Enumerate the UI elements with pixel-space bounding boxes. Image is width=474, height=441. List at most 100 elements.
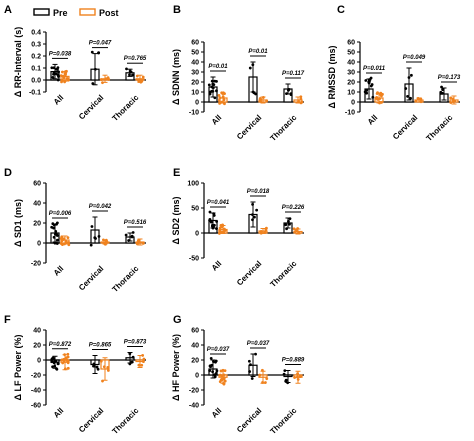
data-point bbox=[53, 241, 57, 245]
data-point bbox=[409, 96, 412, 100]
data-point bbox=[414, 99, 418, 103]
data-point bbox=[66, 352, 70, 356]
category-label: Cervical bbox=[235, 406, 263, 434]
panels: A -0.1 0.0 0.1 0.2 0.3 0.4 Δ RR-Interval (s) P=0… bbox=[4, 4, 461, 436]
category-label: All bbox=[366, 113, 380, 127]
p-value-label: P=0.889 bbox=[282, 358, 305, 364]
data-point bbox=[213, 96, 217, 100]
data-point bbox=[66, 361, 70, 365]
data-point bbox=[439, 91, 443, 95]
data-point bbox=[419, 97, 423, 101]
data-point bbox=[292, 227, 296, 231]
data-point bbox=[137, 79, 140, 83]
panel-letter: A bbox=[4, 4, 12, 16]
data-point bbox=[371, 95, 375, 99]
p-value-label: P=0.011 bbox=[363, 66, 386, 72]
data-point bbox=[287, 87, 291, 91]
data-point bbox=[141, 354, 145, 357]
data-point bbox=[127, 239, 131, 242]
data-point bbox=[210, 85, 214, 89]
panel-letter: D bbox=[4, 167, 12, 179]
data-point bbox=[91, 82, 95, 85]
data-point bbox=[56, 78, 60, 82]
data-point bbox=[63, 367, 67, 371]
data-point bbox=[140, 79, 144, 83]
category-label: Cervical bbox=[235, 259, 263, 287]
category-label: Thoracic bbox=[268, 259, 298, 289]
y-tick-label: 60 bbox=[347, 40, 355, 47]
data-point bbox=[56, 362, 60, 366]
p-value-label: P=0.765 bbox=[124, 56, 147, 62]
data-point bbox=[208, 92, 212, 96]
data-point bbox=[62, 237, 66, 241]
data-point bbox=[218, 229, 222, 233]
data-point bbox=[282, 372, 286, 376]
data-point bbox=[217, 232, 221, 235]
data-point bbox=[259, 99, 262, 103]
data-point bbox=[51, 356, 55, 360]
y-axis-label: Δ RMSSD (ms) bbox=[327, 46, 337, 109]
y-tick-label: 40 bbox=[347, 60, 355, 67]
data-point bbox=[106, 76, 110, 80]
category-label: Thoracic bbox=[110, 264, 140, 294]
p-value-label: P=0.041 bbox=[207, 200, 230, 206]
data-point bbox=[129, 360, 133, 364]
data-point bbox=[285, 227, 288, 231]
legend-label-pre: Pre bbox=[53, 8, 68, 18]
data-point bbox=[255, 208, 259, 212]
data-point bbox=[451, 100, 455, 103]
data-point bbox=[142, 360, 145, 363]
y-tick-label: 40 bbox=[191, 60, 199, 67]
y-tick-label: -20 bbox=[31, 373, 41, 380]
data-point bbox=[136, 241, 140, 245]
category-label: Thoracic bbox=[268, 113, 298, 143]
p-value-label: P=0.01 bbox=[208, 64, 228, 70]
data-point bbox=[380, 94, 383, 98]
data-point bbox=[101, 81, 104, 85]
data-point bbox=[52, 66, 56, 70]
data-point bbox=[251, 90, 255, 94]
data-point bbox=[251, 63, 255, 67]
data-point bbox=[128, 73, 131, 77]
y-tick-label: -0.1 bbox=[29, 90, 41, 97]
panel-g: G -40 -20 0 20 40 60 Δ HF Power (%) P=0.037 All P=… bbox=[171, 314, 305, 436]
data-point bbox=[67, 243, 71, 247]
y-tick-label: 10 bbox=[347, 90, 355, 97]
data-point bbox=[223, 102, 226, 106]
data-point bbox=[296, 227, 300, 230]
data-point bbox=[56, 73, 60, 77]
data-point bbox=[128, 69, 132, 73]
data-point bbox=[128, 352, 132, 356]
y-tick-label: -20 bbox=[31, 261, 41, 268]
data-point bbox=[215, 89, 218, 93]
data-point bbox=[55, 242, 59, 245]
y-tick-label: 40 bbox=[191, 343, 199, 350]
y-tick-label: 50 bbox=[347, 50, 355, 57]
data-point bbox=[449, 101, 453, 104]
data-point bbox=[288, 222, 291, 226]
y-tick-label: -10 bbox=[189, 110, 199, 117]
data-point bbox=[101, 379, 104, 383]
legend-label-post: Post bbox=[99, 8, 119, 18]
data-point bbox=[298, 375, 302, 378]
data-point bbox=[55, 238, 59, 242]
y-tick-label: 0.4 bbox=[31, 30, 41, 37]
data-point bbox=[95, 365, 99, 369]
data-point bbox=[56, 68, 59, 71]
panel-letter: B bbox=[173, 4, 181, 16]
y-tick-label: 60 bbox=[33, 181, 41, 188]
y-axis-label: Δ LF Power (%) bbox=[13, 335, 23, 401]
data-point bbox=[376, 98, 379, 101]
data-point bbox=[97, 51, 100, 55]
data-point bbox=[62, 76, 65, 80]
data-point bbox=[218, 101, 222, 105]
y-tick-label: 10 bbox=[191, 90, 199, 97]
data-point bbox=[299, 95, 303, 99]
data-point bbox=[222, 373, 226, 377]
data-point bbox=[265, 377, 269, 381]
data-point bbox=[283, 369, 287, 373]
data-point bbox=[406, 95, 409, 98]
data-point bbox=[141, 241, 145, 245]
data-point bbox=[218, 226, 222, 230]
data-point bbox=[211, 82, 215, 86]
